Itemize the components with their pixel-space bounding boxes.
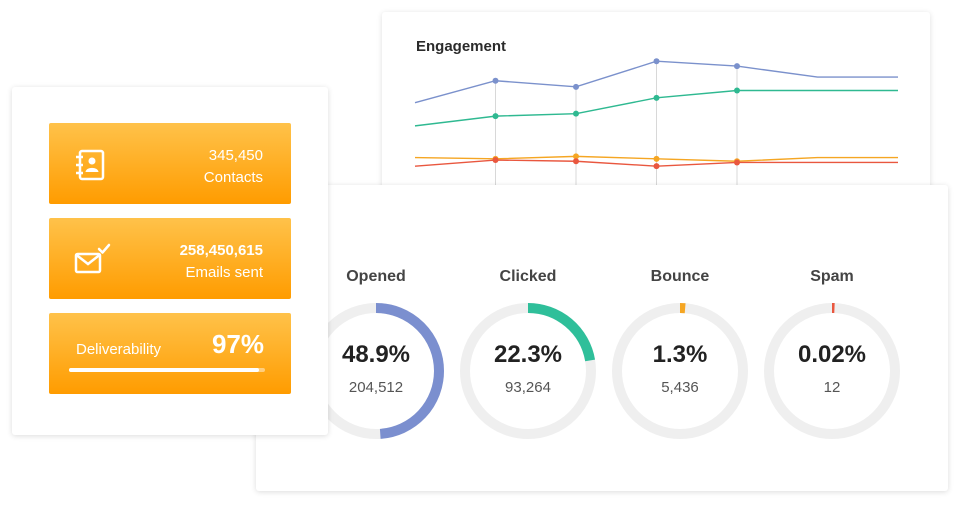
spam-ring (764, 303, 900, 439)
stat-count: 93,264 (505, 379, 551, 396)
stat-clicked: Clicked 22.3% 93,264 (458, 268, 598, 448)
contacts-value: 345,450 (208, 147, 263, 164)
emails-sent-caption: Emails sent (185, 264, 263, 281)
engagement-card: Engagement (382, 12, 930, 212)
data-point (734, 159, 740, 166)
ring-track (764, 303, 900, 439)
ring-track (612, 303, 748, 439)
data-point (573, 158, 579, 165)
stat-count: 5,436 (661, 379, 699, 396)
stat-count: 204,512 (348, 379, 404, 396)
stat-percent: 1.3% (652, 341, 708, 368)
emails-sent-value: 258,450,615 (179, 242, 263, 259)
data-point (734, 87, 740, 94)
data-point (734, 63, 740, 70)
stat-percent: 0.02% (797, 341, 867, 368)
engagement-title: Engagement (416, 38, 507, 55)
deliverability-value: 97% (211, 329, 264, 359)
data-point (653, 163, 660, 170)
data-point (653, 94, 660, 101)
ring-progress-arc (764, 303, 900, 439)
data-point (492, 157, 499, 164)
stat-label: Bounce (650, 268, 710, 285)
contacts-tile[interactable]: 345,450 Contacts (49, 123, 291, 204)
data-point (653, 155, 660, 162)
data-point (492, 113, 499, 120)
stat-percent: 48.9% (341, 341, 411, 368)
email-sent-icon (74, 243, 111, 274)
stats-card: Opened 48.9% 204,512 Clicked 22.3% 93,26… (256, 185, 948, 491)
stat-percent: 22.3% (493, 341, 563, 368)
stat-label: Opened (346, 268, 406, 285)
ring-progress-arc (612, 303, 748, 439)
bounce-ring (612, 303, 748, 439)
summary-card: 345,450 Contacts 258,450,615 Emails sent… (12, 87, 328, 435)
contacts-caption: Contacts (203, 169, 263, 186)
engagement-chart (414, 58, 898, 212)
deliverability-progress-fill (69, 368, 260, 372)
data-point (492, 77, 499, 84)
data-point (573, 110, 579, 117)
address-book-icon (76, 149, 105, 181)
stat-spam: Spam 0.02% 12 (762, 268, 902, 448)
ring-progress-arc (460, 303, 596, 439)
stat-label: Clicked (499, 268, 557, 285)
stat-label: Spam (810, 268, 854, 285)
deliverability-tile[interactable]: Deliverability 97% (49, 313, 291, 394)
ring-progress-arc (308, 303, 444, 439)
stat-count: 12 (823, 379, 841, 396)
deliverability-progress-track (69, 368, 265, 372)
deliverability-label: Deliverability (76, 341, 162, 358)
data-point (573, 153, 579, 160)
emails-sent-tile[interactable]: 258,450,615 Emails sent (49, 218, 291, 299)
data-point (573, 83, 579, 90)
stat-bounce: Bounce 1.3% 5,436 (610, 268, 750, 448)
clicked-ring (460, 303, 596, 439)
data-point (653, 58, 660, 65)
